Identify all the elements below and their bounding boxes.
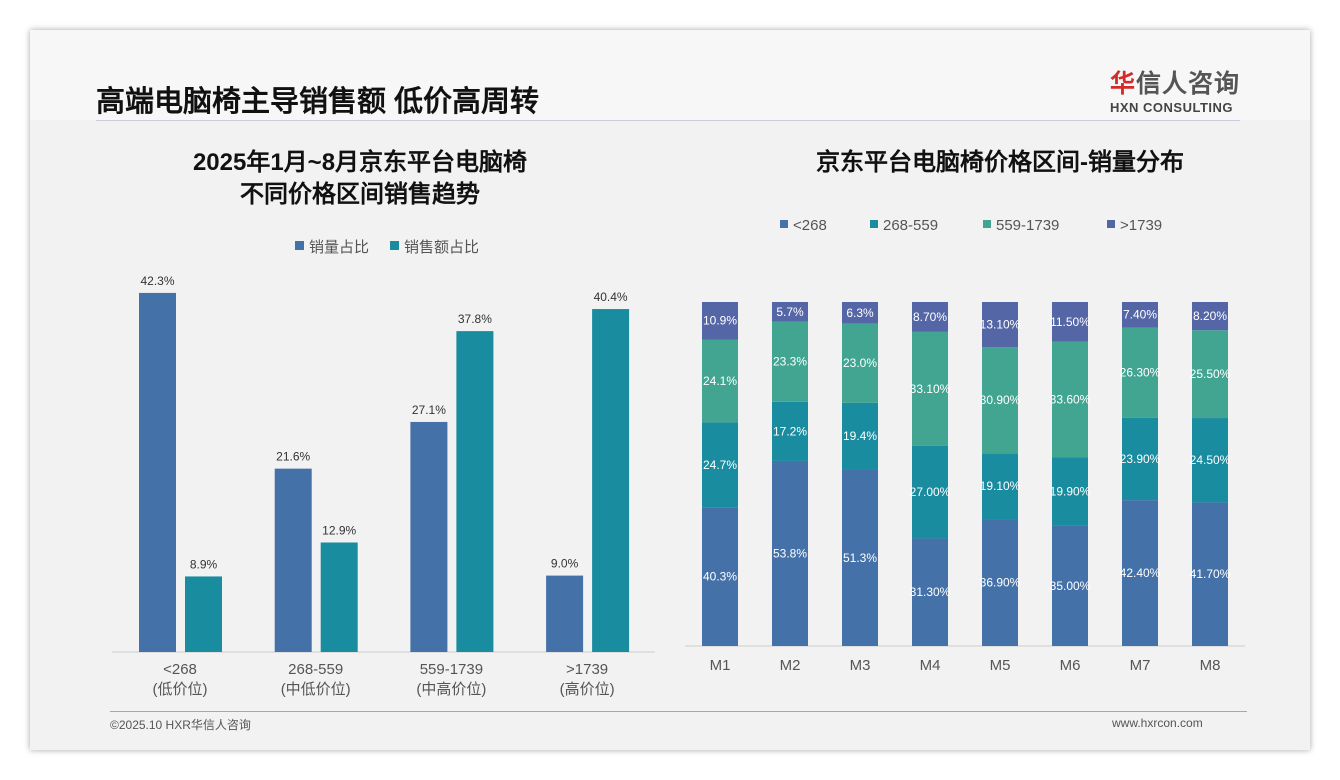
logo-cn: 信人咨询 xyxy=(1135,70,1240,98)
left-chart-title-line1: 2025年1月~8月京东平台电脑椅 xyxy=(192,149,528,176)
right-chart-title: 京东平台电脑椅价格区间-销量分布 xyxy=(816,149,1184,176)
header-band xyxy=(30,30,1310,120)
left-chart-title-line2: 不同价格区间销售趋势 xyxy=(240,181,480,208)
footer-url: www.hxrcon.com xyxy=(1112,716,1203,730)
left-chart-title: 2025年1月~8月京东平台电脑椅 不同价格区间销售趋势 xyxy=(130,147,590,211)
logo-accent: 华 xyxy=(1109,70,1136,98)
footer-divider xyxy=(110,711,1247,712)
logo: 华信人咨询 HXN CONSULTING xyxy=(1110,64,1240,115)
slide: 高端电脑椅主导销售额 低价高周转 华信人咨询 HXN CONSULTING 20… xyxy=(30,30,1310,750)
copyright: ©2025.10 HXR华信人咨询 xyxy=(110,718,251,732)
title-divider xyxy=(96,120,1240,121)
logo-en: HXN CONSULTING xyxy=(1109,100,1234,115)
page-title: 高端电脑椅主导销售额 低价高周转 xyxy=(96,86,540,118)
